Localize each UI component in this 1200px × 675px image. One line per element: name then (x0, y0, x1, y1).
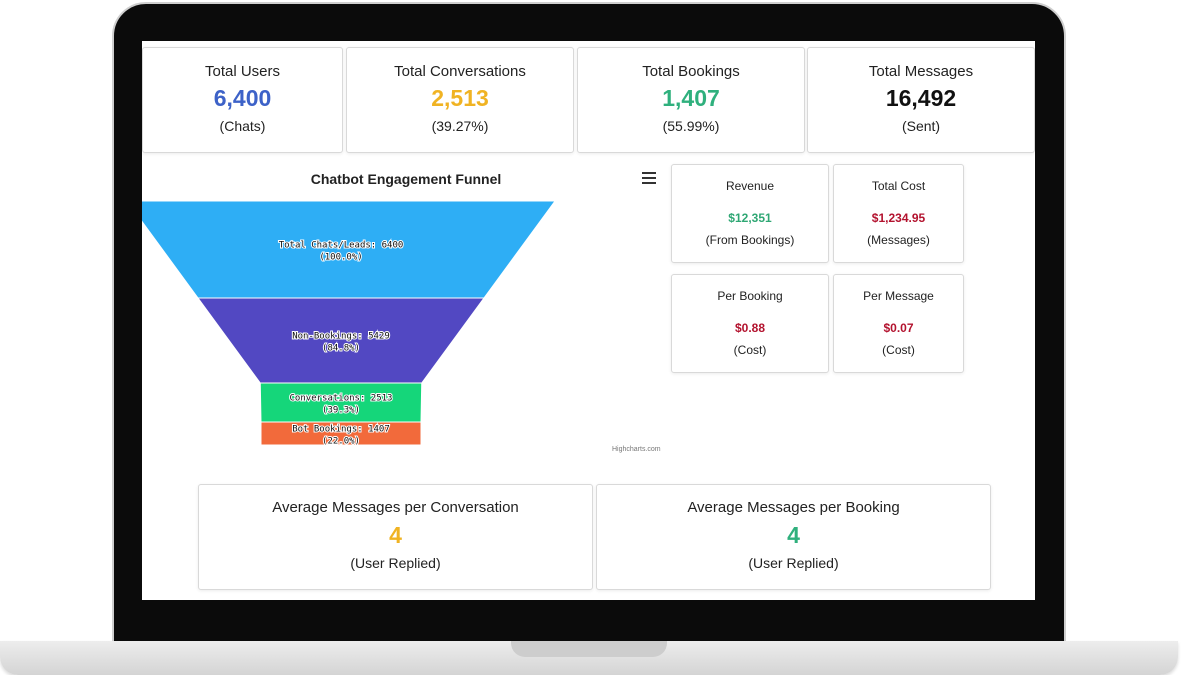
stat-subtitle: (Chats) (219, 118, 266, 134)
stat-subtitle: (39.27%) (431, 118, 489, 134)
stat-value: 1,407 (662, 85, 720, 111)
avg-subtitle: (User Replied) (748, 555, 839, 571)
metric-subtitle: (Cost) (733, 343, 767, 357)
avg-value: 4 (787, 522, 800, 548)
avg-title: Average Messages per Conversation (272, 499, 519, 516)
funnel-data-label: Bot Bookings: 1407 (292, 425, 390, 435)
avg-card-messages-per-conversation: Average Messages per Conversation 4 (Use… (198, 484, 593, 590)
metric-card-per-booking: Per Booking $0.88 (Cost) (671, 274, 829, 373)
stat-card-total-messages: Total Messages 16,492 (Sent) (807, 47, 1035, 153)
avg-value: 4 (389, 522, 402, 548)
funnel-percent-label: (100.0%) (319, 253, 362, 263)
avg-card-messages-per-booking: Average Messages per Booking 4 (User Rep… (596, 484, 991, 590)
metric-value: $0.88 (734, 321, 766, 335)
stat-title: Total Conversations (394, 63, 526, 80)
chart-credits[interactable]: Highcharts.com (612, 446, 661, 453)
metric-title: Per Message (863, 289, 934, 303)
metric-subtitle: (Messages) (867, 233, 930, 247)
stat-title: Total Bookings (642, 63, 740, 80)
stat-value: 16,492 (885, 85, 957, 111)
funnel-percent-label: (84.8%) (322, 344, 360, 354)
chart-title: Chatbot Engagement Funnel (310, 171, 502, 187)
stat-card-total-users: Total Users 6,400 (Chats) (142, 47, 343, 153)
stat-card-total-conversations: Total Conversations 2,513 (39.27%) (346, 47, 574, 153)
funnel-data-label: Non-Bookings: 5429 (292, 332, 390, 342)
chart-menu-icon[interactable] (642, 172, 656, 184)
stat-value: 2,513 (431, 85, 489, 111)
metric-value: $12,351 (728, 211, 772, 225)
metric-title: Total Cost (871, 179, 926, 193)
metric-card-per-message: Per Message $0.07 (Cost) (833, 274, 964, 373)
metric-card-total-cost: Total Cost $1,234.95 (Messages) (833, 164, 964, 263)
stat-title: Total Messages (868, 63, 974, 80)
funnel-percent-label: (39.3%) (322, 406, 360, 416)
avg-subtitle: (User Replied) (350, 555, 441, 571)
metric-value: $1,234.95 (871, 211, 926, 225)
funnel-data-label: Total Chats/Leads: 6400 (279, 241, 404, 251)
funnel-segment-bot-bookings[interactable] (260, 421, 422, 446)
avg-title: Average Messages per Booking (687, 499, 900, 516)
stat-subtitle: (55.99%) (662, 118, 720, 134)
funnel-percent-label: (22.0%) (322, 437, 360, 447)
metric-subtitle: (Cost) (882, 343, 915, 357)
funnel-chart: Total Chats/Leads: 6400 (100.0%) Non-Booki… (142, 200, 556, 448)
stat-value: 6,400 (213, 85, 272, 111)
funnel-chart-panel: Total Chats/Leads: 6400 (100.0%) Non-Booki… (142, 163, 670, 461)
stat-subtitle: (Sent) (901, 118, 941, 134)
metric-title: Per Booking (717, 289, 783, 303)
metric-card-revenue: Revenue $12,351 (From Bookings) (671, 164, 829, 263)
funnel-data-label: Conversations: 2513 (290, 394, 393, 404)
metric-value: $0.07 (883, 321, 914, 335)
metric-subtitle: (From Bookings) (705, 233, 795, 247)
laptop-base (0, 641, 1178, 675)
stat-card-total-bookings: Total Bookings 1,407 (55.99%) (577, 47, 805, 153)
metric-title: Revenue (725, 179, 775, 193)
stat-title: Total Users (204, 63, 281, 80)
dashboard-screen: Total Users 6,400 (Chats) Total Conversa… (142, 41, 1035, 600)
laptop-notch (511, 641, 667, 657)
